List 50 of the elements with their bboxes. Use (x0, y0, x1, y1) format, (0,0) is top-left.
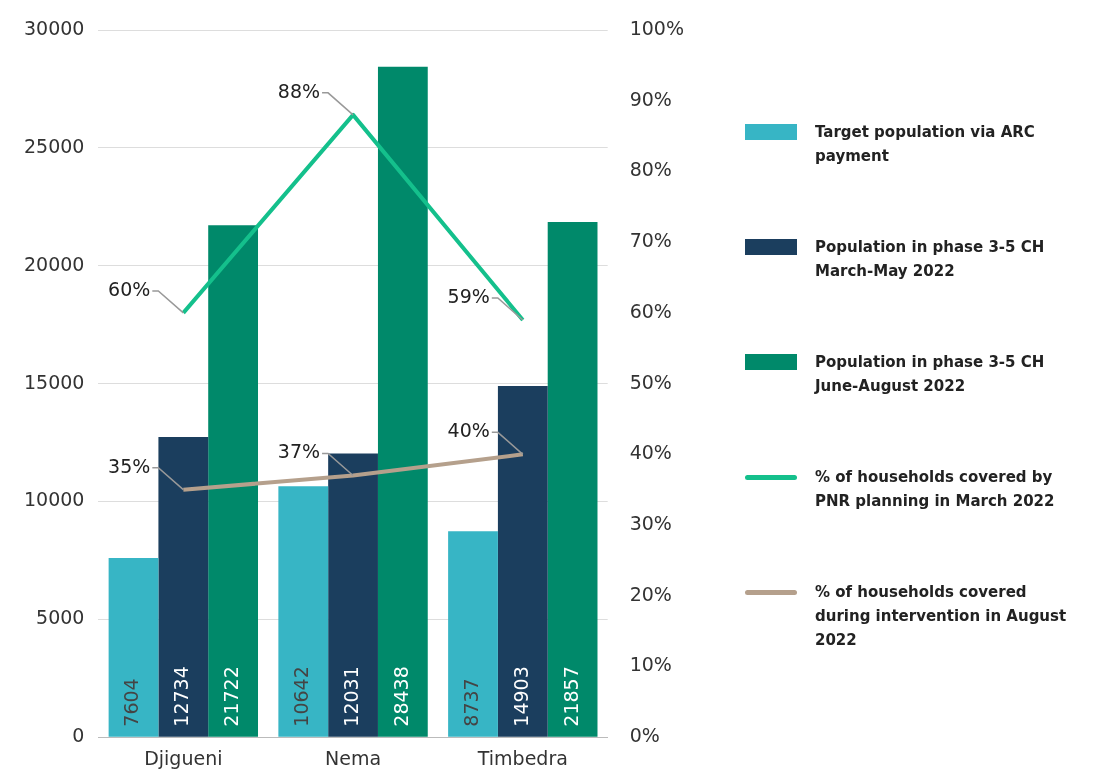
bar (497, 385, 548, 737)
bar (547, 221, 598, 737)
bar (158, 437, 209, 737)
x-tick-label: Nema (325, 746, 382, 769)
y2-tick-label: 10% (629, 653, 672, 676)
bar (208, 225, 258, 737)
y2-tick-label: 100% (629, 16, 685, 39)
y-tick-label: 20000 (23, 252, 85, 275)
data-label: 14903 (509, 666, 532, 727)
y2-tick-label: 80% (629, 158, 672, 181)
data-label: 40% (447, 419, 490, 442)
data-label: 10642 (290, 666, 313, 727)
data-label: 21722 (220, 666, 243, 727)
y-tick-label: 30000 (23, 16, 85, 39)
data-label: 37% (277, 440, 321, 463)
data-label: 59% (447, 284, 490, 307)
y-tick-label: 15000 (23, 370, 85, 393)
data-label: 88% (277, 79, 321, 102)
bar (278, 486, 329, 737)
legend-label: Population in phase 3-5 CH June-August 2022 (815, 352, 1046, 397)
bar (377, 66, 428, 737)
legend-label: Target population via ARC payment (815, 122, 1036, 167)
x-tick-label: Timbedra (476, 746, 568, 769)
legend-label: Population in phase 3-5 CH March-May 2022 (815, 237, 1046, 282)
y-tick-label: 5000 (36, 606, 85, 629)
y-tick-label: 0 (72, 724, 85, 747)
y2-tick-label: 30% (629, 511, 672, 534)
y-tick-label: 10000 (23, 488, 85, 511)
data-label: 12031 (340, 666, 362, 727)
bar (328, 453, 378, 737)
y2-tick-label: 0% (629, 724, 660, 747)
y2-tick-label: 50% (629, 370, 672, 393)
data-label: 7604 (120, 678, 143, 727)
y2-tick-label: 20% (629, 582, 672, 605)
data-label: 21857 (559, 666, 582, 727)
y2-tick-label: 90% (629, 87, 672, 110)
data-label: 12734 (170, 666, 193, 727)
bar (108, 557, 159, 737)
legend-label: % of households covered during intervention in August 2022 (815, 582, 1068, 651)
y2-tick-label: 70% (629, 229, 672, 252)
data-label: 8737 (459, 678, 482, 727)
legend-label: % of households covered by PNR planning in March 2022 (815, 467, 1056, 512)
data-label: 28438 (389, 666, 412, 727)
y2-tick-label: 60% (629, 299, 672, 322)
data-label: 35% (108, 454, 151, 477)
y-tick-label: 25000 (23, 134, 85, 157)
x-tick-label: Djigueni (144, 746, 223, 769)
bar (448, 531, 498, 737)
data-label: 60% (108, 277, 151, 300)
y2-tick-label: 40% (629, 441, 672, 464)
